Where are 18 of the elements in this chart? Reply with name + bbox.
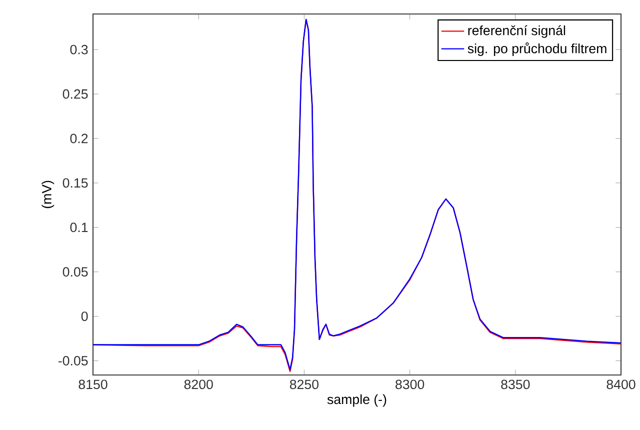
legend-label: referenční signál	[468, 25, 566, 38]
y-tick-label: 0.05	[62, 267, 88, 277]
x-tick-label: 8200	[184, 380, 213, 390]
legend-label: sig. po průchodu filtrem	[468, 42, 606, 56]
y-tick-label: 0.1	[70, 222, 88, 232]
y-tick-label: -0.05	[58, 356, 88, 366]
x-tick-label: 8400	[606, 380, 636, 390]
x-tick-label: 8250	[290, 380, 319, 390]
y-tick-label: 0	[81, 312, 88, 322]
x-axis-title: sample (-)	[327, 394, 386, 407]
x-tick-label: 8300	[396, 380, 424, 390]
y-tick-label: 0.2	[70, 134, 88, 144]
y-tick-label: 0.15	[62, 178, 88, 188]
x-tick-label: 8350	[501, 380, 530, 390]
y-tick-label: 0.25	[62, 89, 88, 99]
y-tick-label: 0.3	[70, 44, 88, 54]
x-tick-label: 8150	[78, 380, 108, 390]
y-axis-title: (mV)	[42, 180, 54, 208]
